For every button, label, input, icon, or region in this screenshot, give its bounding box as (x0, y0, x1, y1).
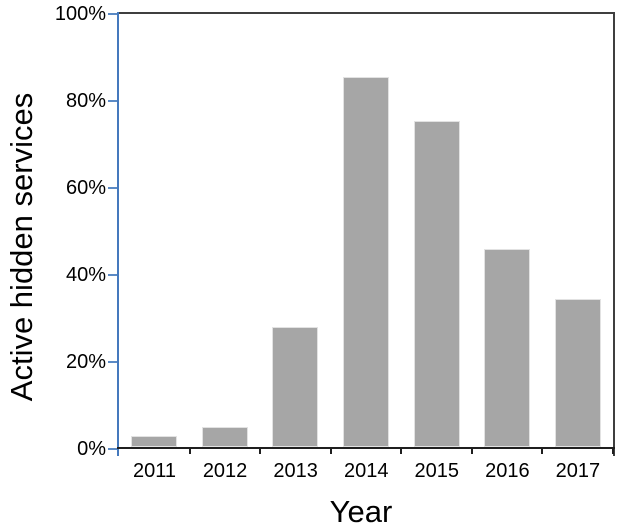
bar-2013 (272, 327, 319, 447)
x-tick-mark (259, 449, 262, 454)
bar-2016 (484, 249, 531, 447)
bar-2015 (413, 121, 460, 447)
y-tick-mark (108, 274, 117, 276)
x-tick-mark (470, 449, 473, 454)
y-tick-label: 40% (65, 264, 106, 286)
y-axis-line (117, 12, 119, 456)
y-tick-mark (108, 13, 117, 15)
x-tick-mark (400, 449, 403, 454)
bar-2014 (343, 77, 389, 447)
x-axis-title: Year (329, 494, 393, 529)
y-tick-label: 100% (54, 3, 106, 25)
x-tick-mark (188, 449, 191, 454)
x-axis-line (117, 447, 615, 449)
bar-2011 (131, 436, 178, 447)
x-tick-label-2011: 2011 (132, 460, 176, 482)
x-tick-label-2013: 2013 (273, 460, 318, 482)
x-tick-label-2012: 2012 (202, 460, 248, 482)
x-tick-label-2017: 2017 (555, 460, 601, 482)
x-tick-mark (329, 449, 332, 454)
y-tick-label: 60% (65, 177, 106, 199)
bar-2017 (554, 299, 601, 447)
plot-border-right (613, 12, 615, 456)
x-tick-label-2016: 2016 (485, 460, 530, 482)
y-tick-label: 80% (65, 90, 106, 112)
y-tick-mark (108, 187, 117, 189)
x-tick-label-2015: 2015 (414, 460, 460, 482)
bar-2012 (201, 427, 248, 447)
y-tick-mark (108, 361, 117, 363)
x-tick-label-2014: 2014 (343, 460, 389, 482)
x-tick-mark (541, 449, 544, 454)
y-tick-label: 0% (77, 438, 106, 460)
x-tick-mark (612, 449, 614, 454)
plot-border-top (118, 12, 615, 14)
y-tick-mark (108, 448, 117, 450)
plot-area (108, 12, 615, 456)
y-tick-mark (108, 100, 117, 102)
y-tick-label: 20% (65, 351, 106, 373)
